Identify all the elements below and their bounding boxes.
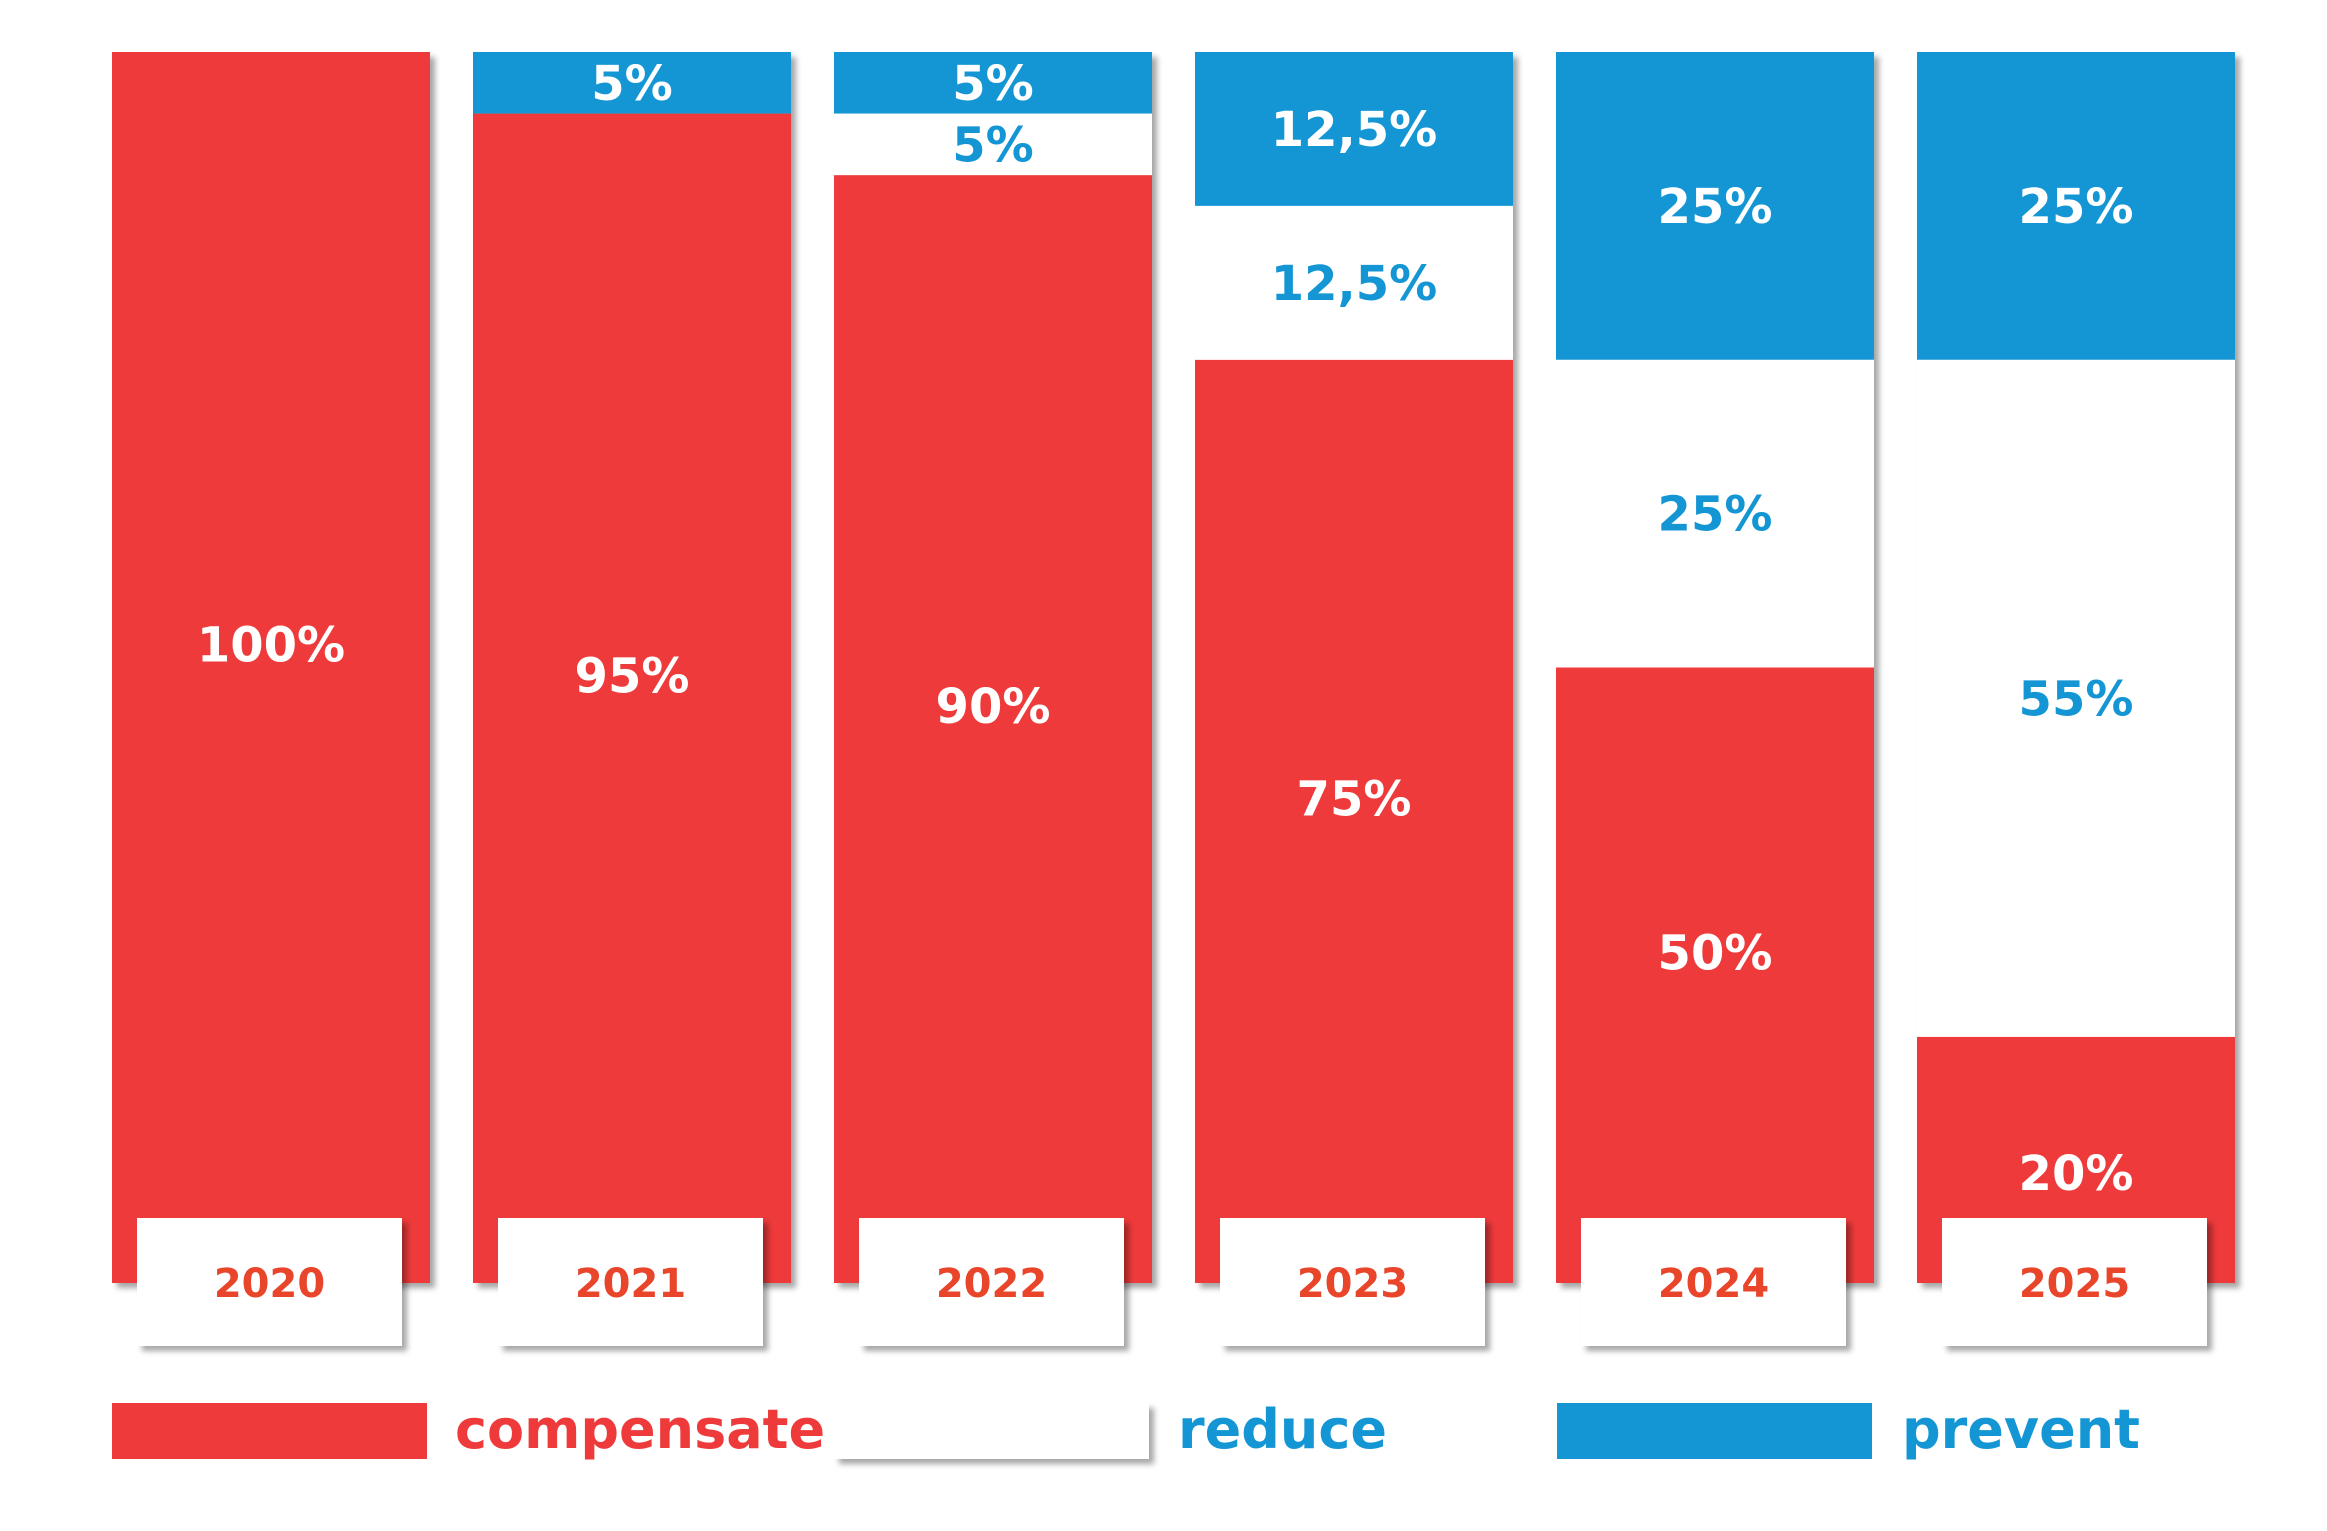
data-label-prevent: 25% xyxy=(1658,179,1773,235)
legend-label: reduce xyxy=(1178,1398,1387,1461)
year-box xyxy=(498,1218,763,1346)
data-label-compensate: 90% xyxy=(936,679,1051,735)
legend-label: compensate xyxy=(455,1398,825,1461)
data-label-reduce: 12,5% xyxy=(1271,256,1438,312)
x-tick-label: 2024 xyxy=(1658,1261,1769,1307)
data-label-compensate: 75% xyxy=(1297,771,1412,827)
data-label-reduce: 55% xyxy=(2019,671,2134,727)
x-tick-label: 2023 xyxy=(1297,1261,1408,1307)
data-label-prevent: 25% xyxy=(2019,179,2134,235)
bar-segment-reduce xyxy=(1917,359,2235,1037)
bar-segment-prevent xyxy=(1917,52,2235,360)
data-label-reduce: 25% xyxy=(1658,487,1773,543)
bar-segment-compensate xyxy=(1556,667,1874,1283)
bar-segment-compensate xyxy=(834,175,1152,1284)
legend: compensate reduce prevent xyxy=(112,1398,2140,1461)
bar-2024: 50% 25% 25% 2024 xyxy=(1556,52,1874,1346)
legend-swatch xyxy=(834,1403,1149,1459)
bar-2020: 100% 2020 xyxy=(112,52,430,1346)
year-box xyxy=(859,1218,1124,1346)
data-label-prevent: 5% xyxy=(591,56,673,112)
bar-segment-prevent xyxy=(473,52,791,114)
bar-segment-prevent xyxy=(1556,52,1874,360)
data-label-compensate: 20% xyxy=(2019,1146,2134,1202)
bar-segment-reduce xyxy=(1556,359,1874,668)
legend-swatch xyxy=(1557,1403,1872,1459)
year-box xyxy=(1942,1218,2207,1346)
year-box xyxy=(1220,1218,1485,1346)
bars-group: 100%202095%5%202190%5%5%202275%12,5%12,5… xyxy=(112,52,2235,1346)
bar-segment-prevent xyxy=(1195,52,1513,206)
year-box xyxy=(1581,1218,1846,1346)
x-tick-label: 2022 xyxy=(936,1261,1047,1307)
data-label-compensate: 95% xyxy=(575,648,690,704)
bar-segment-prevent xyxy=(834,52,1152,114)
bar-2022: 90% 5%5% 2022 xyxy=(834,52,1152,1346)
bar-segment-reduce xyxy=(834,113,1152,176)
legend-label: prevent xyxy=(1902,1398,2140,1461)
legend-item-reduce: reduce xyxy=(834,1398,1387,1461)
x-tick-label: 2021 xyxy=(575,1261,686,1307)
x-tick-label: 2020 xyxy=(214,1261,325,1307)
bar-2021: 95% 5% 2021 xyxy=(473,52,791,1346)
bar-2023: 75% 12,5% 12,5% 2023 xyxy=(1195,52,1513,1346)
bar-segment-compensate xyxy=(473,113,791,1283)
data-label-reduce: 5% xyxy=(952,117,1034,173)
data-label-compensate: 50% xyxy=(1658,925,1773,981)
legend-item-prevent: prevent xyxy=(1557,1398,2140,1461)
legend-item-compensate: compensate xyxy=(112,1398,825,1461)
data-label-compensate: 100% xyxy=(197,618,345,674)
bar-segment-compensate xyxy=(1195,359,1513,1283)
bar-segment-compensate xyxy=(112,52,430,1283)
data-label-prevent: 5% xyxy=(952,56,1034,112)
legend-swatch xyxy=(112,1403,427,1459)
bar-2025: 20% 55% 25% 2025 xyxy=(1917,52,2235,1346)
data-label-prevent: 12,5% xyxy=(1271,102,1438,158)
year-box xyxy=(137,1218,402,1346)
bar-segment-reduce xyxy=(1195,205,1513,360)
x-tick-label: 2025 xyxy=(2019,1261,2130,1307)
